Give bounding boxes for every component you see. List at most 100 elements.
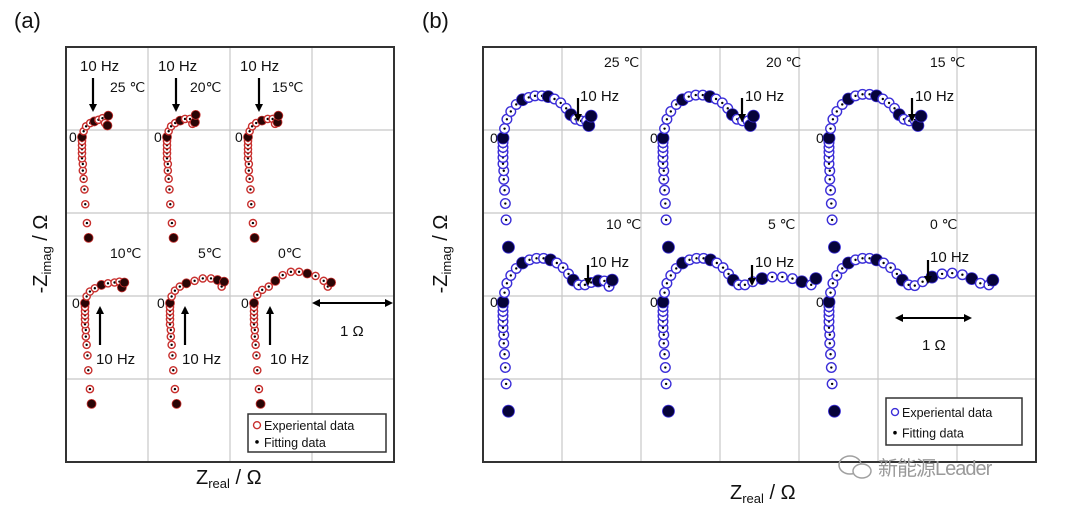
legend-fitting-marker: [893, 430, 897, 435]
fitting-point-large: [302, 268, 313, 279]
fitting-point: [178, 285, 182, 288]
fitting-point: [81, 162, 85, 166]
fitting-point: [603, 279, 606, 283]
fitting-point: [166, 162, 170, 166]
scale-bar-label: 1 Ω: [340, 323, 364, 340]
fitting-point: [841, 103, 844, 106]
fitting-point: [829, 291, 832, 294]
frequency-label: 10 Hz: [158, 58, 197, 75]
fitting-point-large: [914, 109, 928, 123]
fitting-point: [250, 125, 254, 128]
fitting-point: [951, 271, 954, 275]
zero-tick-label: 0: [154, 129, 162, 145]
temperature-label: 5 ℃: [768, 216, 795, 232]
fitting-point: [828, 342, 831, 345]
fitting-point-large: [828, 404, 841, 418]
fitting-point: [893, 107, 896, 110]
fitting-point-large: [828, 240, 841, 254]
fitting-point-large: [181, 278, 192, 289]
fitting-point: [247, 162, 251, 166]
fitting-point: [828, 333, 831, 336]
fitting-point: [669, 110, 672, 113]
fitting-point: [504, 202, 507, 205]
fitting-point: [188, 117, 192, 121]
fitting-point: [504, 218, 508, 222]
fitting-point: [88, 387, 92, 391]
fitting-point: [664, 218, 668, 222]
fitting-point: [669, 274, 672, 277]
fitting-point: [82, 130, 85, 133]
fitting-point: [504, 366, 507, 369]
fitting-point: [829, 127, 832, 130]
fitting-point: [82, 177, 85, 181]
fitting-point: [829, 189, 832, 192]
fitting-point: [93, 287, 97, 290]
fitting-point: [247, 169, 251, 172]
fitting-point: [509, 274, 512, 277]
fitting-point: [501, 326, 505, 329]
fitting-point: [502, 178, 505, 181]
fitting-point-large: [809, 272, 823, 286]
panel-label-a: (a): [14, 8, 41, 33]
fitting-point: [501, 162, 505, 165]
fitting-point-large: [584, 109, 598, 123]
fitting-point: [854, 94, 857, 98]
fitting-point: [665, 282, 669, 285]
fitting-point: [743, 283, 747, 287]
fitting-point-large: [171, 398, 182, 409]
fitting-point: [250, 203, 253, 206]
legend-experimental-label: Experiental data: [264, 419, 354, 433]
zero-tick-label: 0: [490, 130, 498, 146]
temperature-label: 10℃: [110, 245, 141, 261]
fitting-point-large: [502, 404, 515, 418]
fitting-point: [882, 261, 885, 265]
fitting-point: [297, 270, 301, 274]
fitting-point: [261, 288, 264, 292]
fitting-point: [663, 291, 666, 294]
fitting-point: [664, 382, 668, 386]
fitting-point: [84, 203, 87, 206]
fitting-point: [868, 257, 871, 260]
panel-label-b: (b): [422, 8, 449, 33]
fitting-point: [662, 342, 665, 345]
fitting-point: [168, 323, 172, 326]
fitting-point: [841, 267, 844, 270]
fitting-point: [583, 283, 587, 287]
fitting-point: [113, 281, 116, 284]
fitting-point-large: [986, 273, 1000, 287]
fitting-point: [895, 272, 899, 276]
frequency-label: 10 Hz: [745, 88, 784, 105]
fitting-point: [714, 97, 718, 101]
legend-experimental-label: Experiental data: [902, 406, 992, 420]
frequency-label: 10 Hz: [590, 254, 629, 271]
fitting-point: [173, 289, 177, 292]
fitting-point: [84, 328, 88, 332]
fitting-point: [267, 285, 270, 288]
temperature-label: 25 ℃: [604, 54, 639, 70]
fitting-point: [695, 257, 698, 260]
fitting-point-large: [249, 232, 260, 243]
fitting-point: [254, 343, 257, 347]
x-axis-label-a: Zreal / Ω: [196, 467, 262, 491]
fitting-point: [721, 101, 724, 105]
fitting-point: [253, 335, 257, 338]
fitting-point: [827, 162, 831, 165]
fitting-point: [84, 335, 88, 338]
zero-tick-label: 0: [157, 295, 165, 311]
fitting-point: [791, 277, 794, 280]
fitting-point: [505, 118, 509, 121]
fitting-point: [253, 328, 257, 332]
fitting-point: [248, 130, 251, 133]
zero-tick-label: 0: [490, 294, 498, 310]
fitting-point-large: [255, 398, 266, 409]
fitting-point: [527, 96, 530, 99]
fitting-point: [167, 177, 170, 181]
fitting-point: [168, 188, 171, 191]
temperature-label: 10 ℃: [606, 216, 641, 232]
fitting-point: [702, 257, 705, 260]
fitting-point: [166, 169, 170, 172]
fitting-point: [106, 282, 110, 285]
fitting-point: [322, 279, 325, 283]
fitting-point: [86, 354, 89, 357]
fitting-point: [868, 93, 871, 96]
